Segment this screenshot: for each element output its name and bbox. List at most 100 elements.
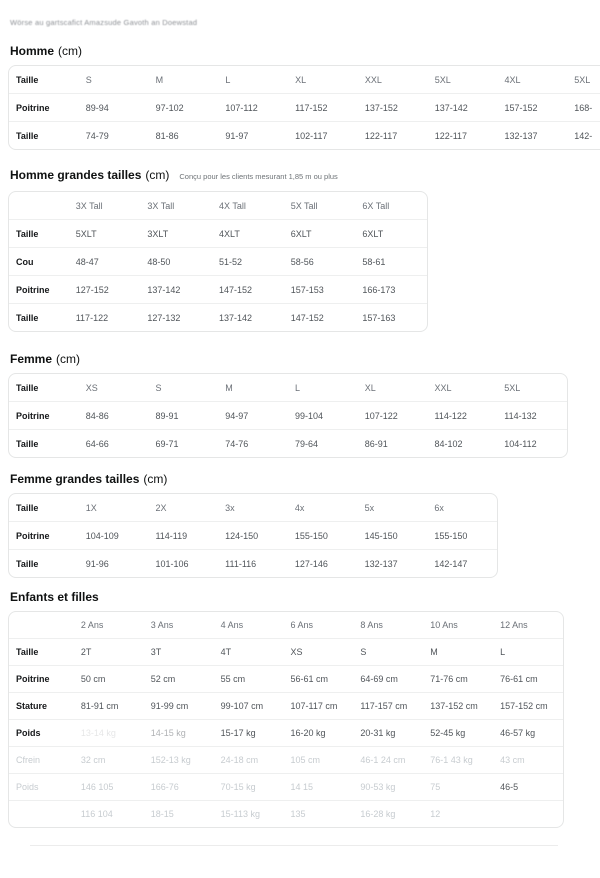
table-cell: 81-86: [155, 130, 179, 141]
table-cell: 168-: [574, 102, 593, 113]
table-cell: 15-17 kg: [220, 728, 256, 738]
column-header: 12 Ans: [500, 620, 528, 630]
title-text: Femme: [10, 352, 53, 366]
table-cell: 12: [430, 809, 441, 819]
table-cell: 64-66: [85, 438, 109, 449]
table-cell: 107-112: [225, 102, 258, 113]
column-header: XS: [85, 382, 98, 393]
table-cell: 152-13 kg: [150, 755, 191, 765]
table-row: Poitrine 84-86 89-91 94-97 99-104 107-122 114-…: [9, 401, 567, 429]
table-cell: 15-113 kg: [220, 809, 261, 819]
column-header: 6 Ans: [290, 620, 314, 630]
table-cell: 107-122: [364, 410, 398, 421]
table-cell: 166-76: [150, 782, 179, 792]
table-cell: 71-76 cm: [430, 674, 468, 684]
table-cell: 56-61 cm: [290, 674, 329, 684]
section-title-femme: Femme (cm): [10, 352, 600, 366]
table-cell: 91-96: [85, 558, 109, 569]
column-header: 4x: [294, 502, 305, 513]
column-header: 3X Tall: [147, 200, 175, 211]
table-cell: 97-102: [155, 102, 184, 113]
table-cell: 157-163: [362, 312, 396, 323]
table-cell: 46-1 24 cm: [360, 755, 406, 765]
table-cell: 137-152: [364, 102, 398, 113]
table-cell: 137-152 cm: [430, 701, 478, 711]
column-header: M: [225, 382, 233, 393]
column-header: XXL: [434, 382, 452, 393]
table-cell: 81-91 cm: [80, 701, 119, 711]
table-cell: 145-150: [364, 530, 398, 541]
table-row: Stature 81-91 cm 91-99 cm 99-107 cm 107-117 …: [9, 692, 563, 719]
column-header: 2 Ans: [80, 620, 104, 630]
column-header: 1X: [85, 502, 97, 513]
column-header: 3 Ans: [150, 620, 174, 630]
column-header: 4X Tall: [219, 200, 246, 211]
row-label: Poitrine: [16, 410, 50, 421]
table-cell: 166-173: [362, 284, 396, 295]
table-cell: 114-132: [504, 410, 537, 421]
table-cell: 107-117 cm: [290, 701, 338, 711]
column-header: 3X Tall: [75, 200, 103, 211]
table-cell: 51-52: [219, 256, 243, 267]
table-cell: 20-31 kg: [360, 728, 396, 738]
table-cell: 74-76: [225, 438, 249, 449]
table-header-row: Taille XS S M L XL XXL 5XL: [9, 374, 567, 401]
table-cell: 46-57 kg: [500, 728, 536, 738]
table-cell: 50 cm: [80, 674, 106, 684]
table-cell: 137-142: [434, 102, 468, 113]
size-table-homme: Taille S M L XL XXL 5XL 4XL 5XL Poitrine 89-94 97-1…: [8, 65, 600, 150]
table-cell: 127-152: [75, 284, 109, 295]
table-cell: 14 15: [290, 782, 314, 792]
table-cell: 43 cm: [500, 755, 525, 765]
table-cell: 64-69 cm: [360, 674, 398, 684]
column-header: 5XL: [574, 74, 591, 85]
title-unit: (cm): [56, 352, 81, 366]
table-cell: 79-64: [295, 438, 319, 449]
table-cell: 122-117: [434, 130, 468, 141]
table-cell: 48-47: [75, 256, 99, 267]
table-cell: 101-106: [155, 558, 189, 569]
table-row: Poitrine 89-94 97-102 107-112 117-152 137-152…: [9, 93, 600, 121]
table-cell: 18-15: [150, 809, 174, 819]
table-cell: 114-119: [155, 530, 188, 541]
title-text: Homme grandes tailles: [10, 168, 142, 182]
table-row: Cou 48-47 48-50 51-52 58-56 58-61: [9, 247, 427, 275]
title-text: Enfants et filles: [10, 590, 99, 604]
table-cell: 117-152: [295, 102, 328, 113]
column-header: L: [225, 74, 231, 85]
title-unit: (cm): [58, 44, 83, 58]
bottom-divider: [30, 845, 558, 846]
table-cell: 6XLT: [362, 228, 384, 239]
table-cell: 48-50: [147, 256, 171, 267]
table-cell: 137-142: [147, 284, 181, 295]
table-cell: 58-56: [290, 256, 314, 267]
table-cell: 52 cm: [150, 674, 176, 684]
column-header: S: [155, 382, 162, 393]
row-label: Poitrine: [16, 284, 50, 295]
table-cell: 111-116: [225, 558, 257, 569]
table-cell: 102-117: [295, 130, 328, 141]
table-header-row: 2 Ans 3 Ans 4 Ans 6 Ans 8 Ans 10 Ans 12 Ans: [9, 612, 563, 638]
size-table-femme-grandes-tailles: Taille 1X 2X 3x 4x 5x 6x Poitrine 104-109 114-119…: [8, 493, 498, 578]
table-cell: 91-99 cm: [150, 701, 189, 711]
column-header: 6X Tall: [362, 200, 390, 211]
row-label: Taille: [16, 647, 39, 657]
title-unit: (cm): [145, 168, 170, 182]
table-cell: 137-142: [219, 312, 253, 323]
column-header: 5x: [364, 502, 375, 513]
table-cell: 6XLT: [290, 228, 312, 239]
table-row: Taille 5XLT 3XLT 4XLT 6XLT 6XLT: [9, 219, 427, 247]
row-label: Poitrine: [16, 102, 50, 113]
table-cell: 147-152: [290, 312, 324, 323]
table-header-row: 3X Tall 3X Tall 4X Tall 5X Tall 6X Tall: [9, 192, 427, 219]
table-cell: 117-157 cm: [360, 701, 408, 711]
row-label: Poids: [16, 728, 41, 738]
table-row: Cfrein 32 cm 152-13 kg 24-18 cm 105 cm 46-1 2…: [9, 746, 563, 773]
table-row: 116 104 18-15 15-113 kg 135 16-28 kg 12: [9, 800, 563, 827]
table-cell: 105 cm: [290, 755, 321, 765]
column-header: 4XL: [504, 74, 521, 85]
table-row: Poids 146 105 166-76 70-15 kg 14 15 90-53 kg 7…: [9, 773, 563, 800]
column-header: M: [155, 74, 164, 85]
table-cell: S: [360, 647, 367, 657]
row-label: Taille: [16, 228, 39, 239]
